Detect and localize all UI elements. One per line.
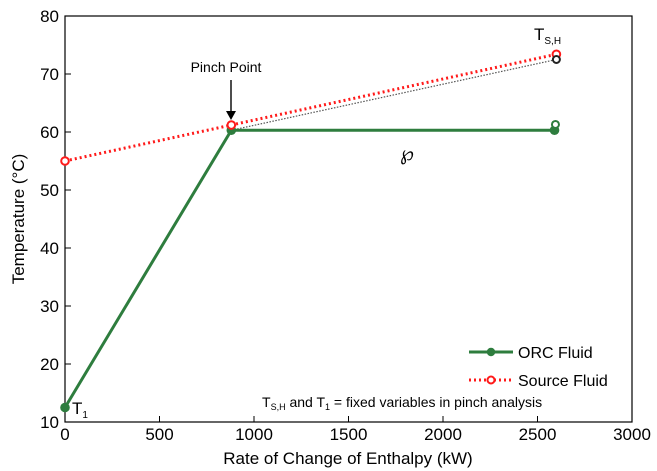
legend-label-source-fluid: Source Fluid (518, 373, 608, 390)
data-point-source-fluid (226, 120, 237, 130)
x-tick-label: 500 (145, 425, 173, 444)
wp-symbol: ℘ (400, 143, 414, 165)
series-line-source-fluid (64, 52, 557, 163)
x-tick-label: 3000 (613, 425, 651, 444)
extra-data-point (550, 119, 560, 129)
legend-marker-orc-fluid (486, 347, 496, 357)
x-tick-label: 1000 (235, 425, 273, 444)
y-axis-label: Temperature (°C) (9, 154, 28, 285)
pinch-note: TS,H and T1 = fixed variables in pinch a… (262, 394, 542, 412)
y-tick-label: 30 (40, 297, 59, 316)
y-tick-label: 40 (40, 239, 59, 258)
extra-data-point (551, 55, 561, 64)
y-tick-label: 70 (40, 65, 59, 84)
legend-label-orc-fluid: ORC Fluid (518, 345, 593, 362)
plot-frame (64, 15, 633, 423)
t1-label: T1 (72, 399, 88, 421)
legend: ORC Fluid Source Fluid (469, 345, 608, 390)
y-tick-label: 60 (40, 123, 59, 142)
x-axis-label: Rate of Change of Enthalpy (kW) (223, 449, 472, 468)
legend-marker-source-fluid (486, 375, 496, 385)
x-tick-label: 0 (60, 425, 69, 444)
x-tick-label: 2500 (519, 425, 557, 444)
pinch-point-label: Pinch Point (191, 59, 262, 75)
y-tick-label: 80 (40, 7, 59, 26)
x-tick-label: 2000 (424, 425, 462, 444)
y-tick-label: 50 (40, 181, 59, 200)
series-layer (60, 49, 562, 413)
x-tick-label: 1500 (330, 425, 368, 444)
data-point-source-fluid (60, 156, 70, 166)
y-tick-label: 20 (40, 355, 59, 374)
series-line-orc-fluid (63, 128, 555, 409)
tsh-label: TS,H (534, 25, 561, 47)
y-tick-label: 10 (40, 413, 59, 432)
pinch-point-arrow-head (226, 111, 236, 120)
tick-layer: 0 500 1000 1500 2000 2500 3000 10 20 30 40 50 60 70 80 (40, 7, 651, 444)
reference-dotted-line (231, 58, 557, 131)
data-point-orc-fluid (60, 402, 70, 413)
